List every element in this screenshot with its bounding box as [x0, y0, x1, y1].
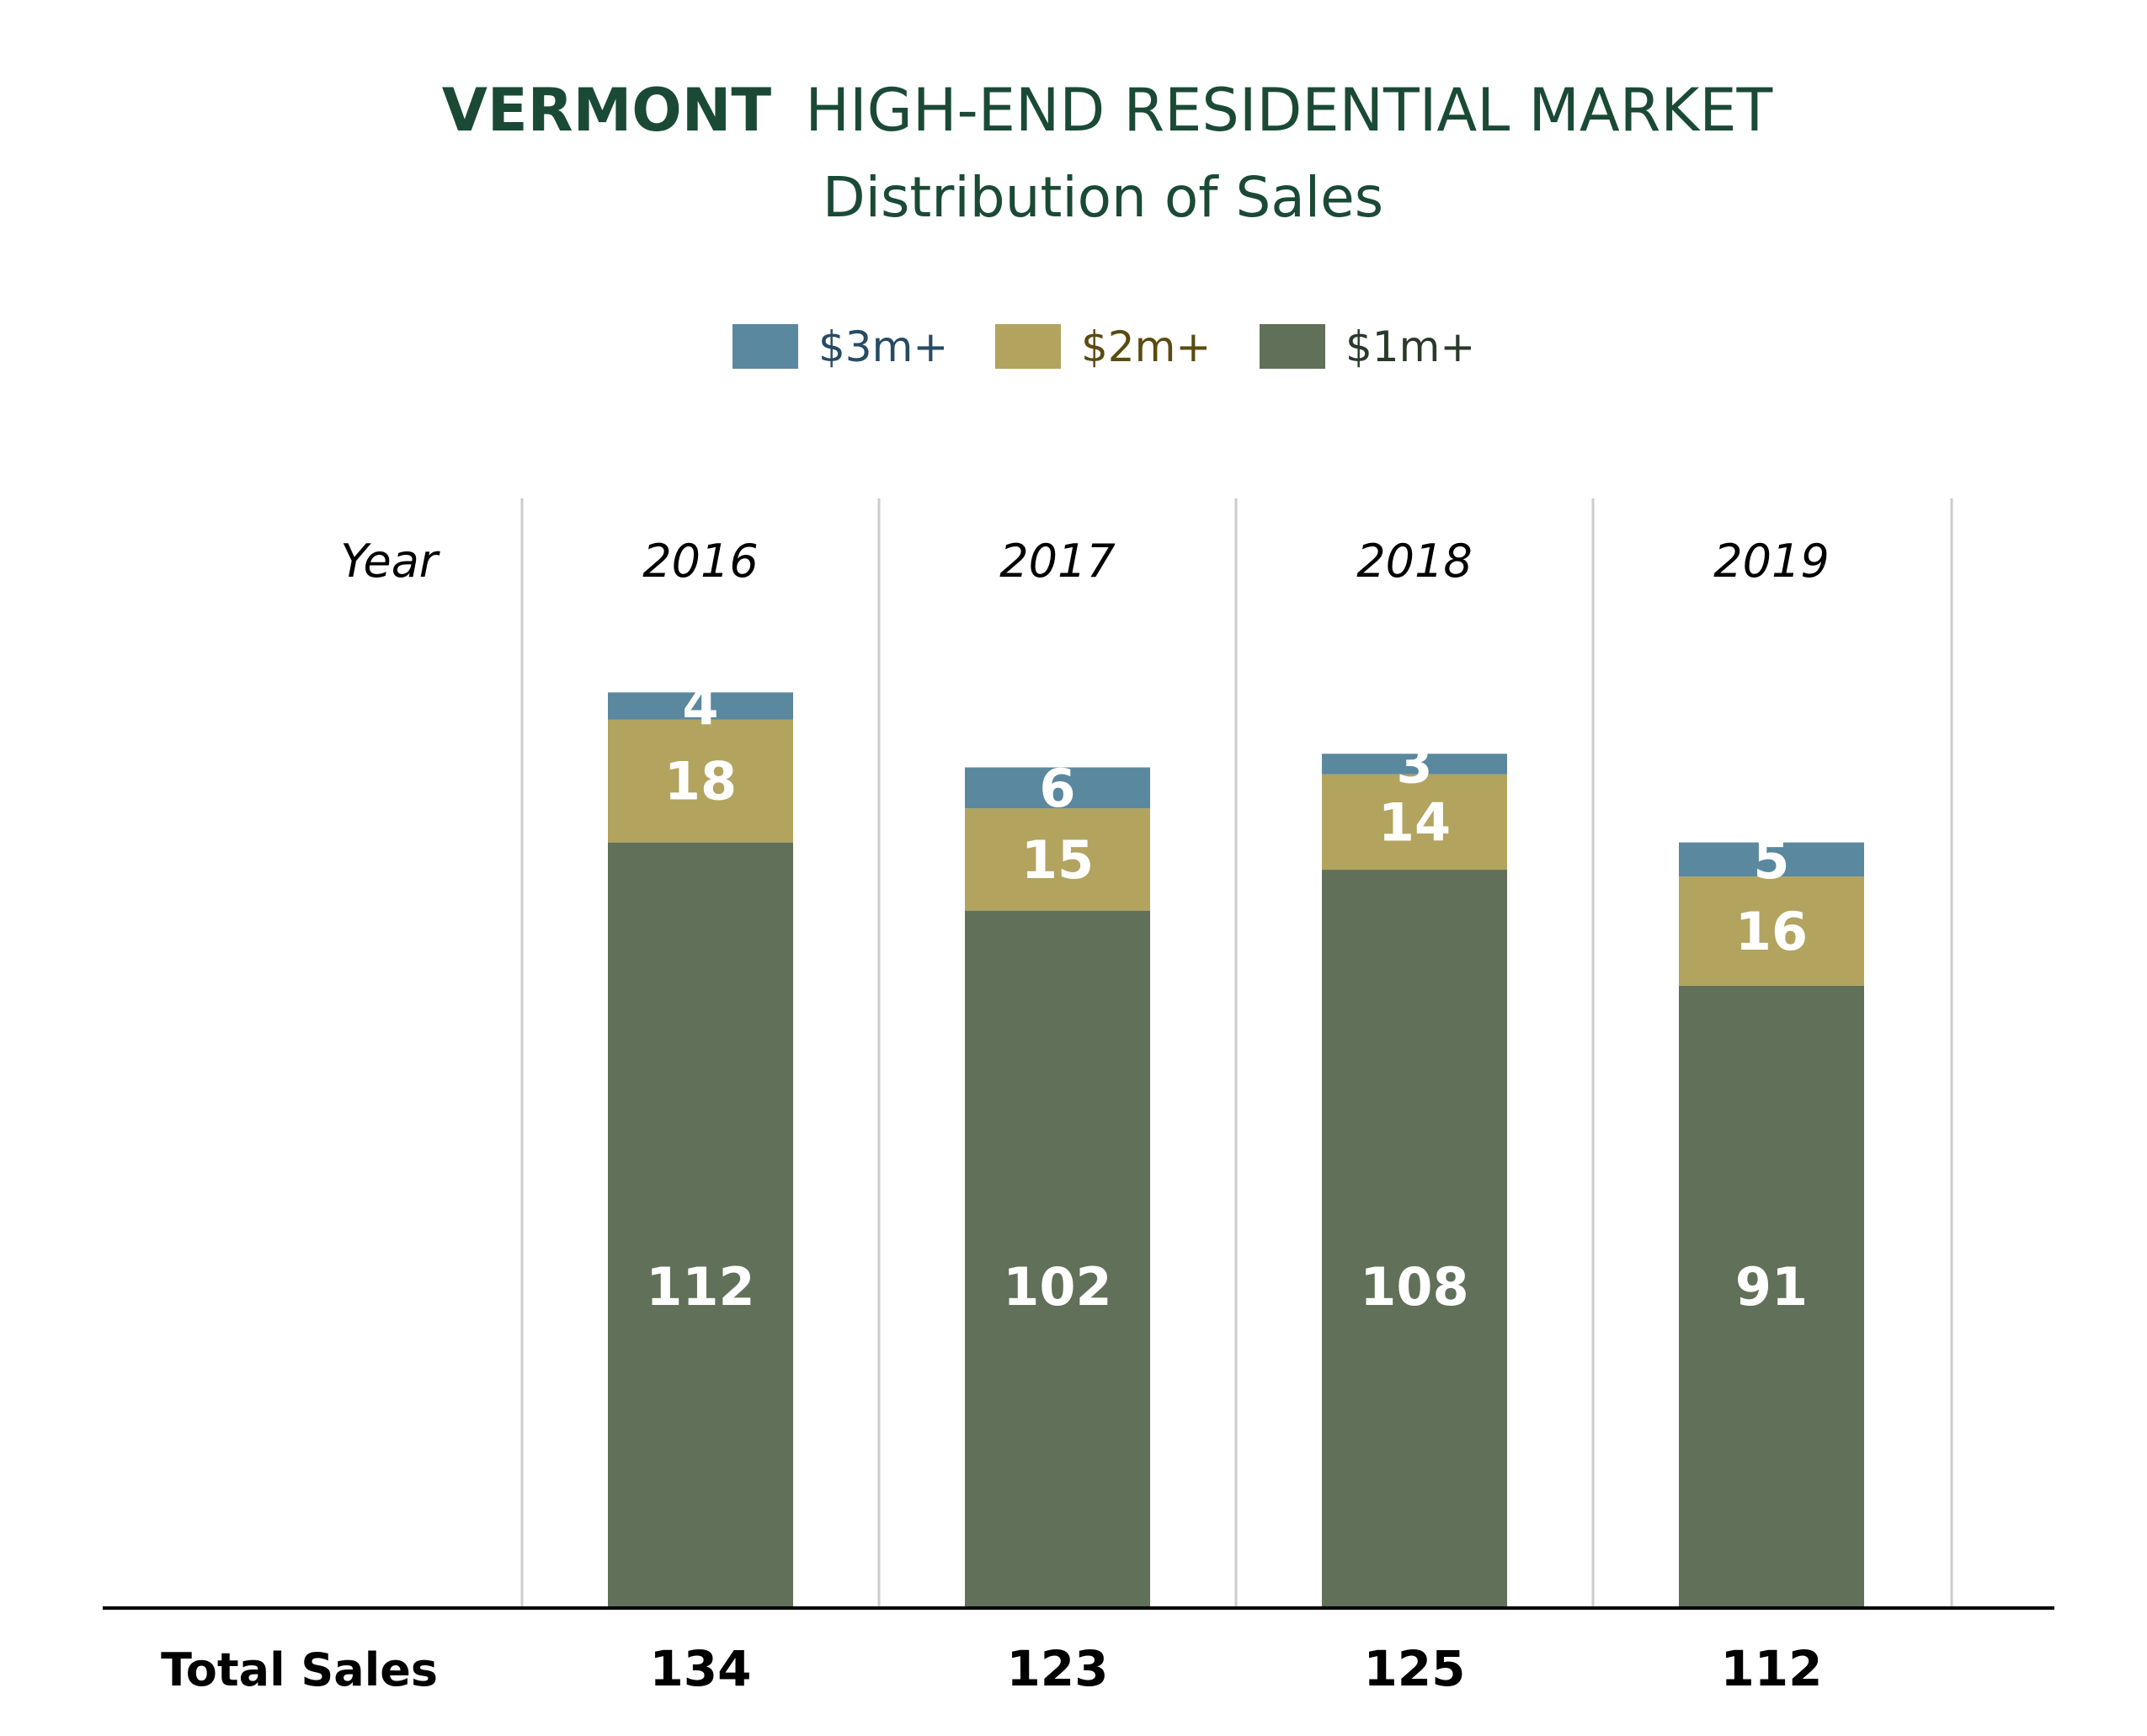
bar-2018-3m	[1322, 754, 1507, 775]
legend-label-2m: $2m+	[1081, 322, 1211, 371]
year-label-2018: 2018	[1356, 535, 1472, 588]
bar-2016-1m	[608, 842, 793, 1606]
total-value-2017: 123	[1006, 1640, 1108, 1697]
bar-value-label-2018-2m: 14	[1378, 791, 1451, 853]
bar-2019-2m	[1679, 876, 1864, 986]
chart-title-rest: HIGH-END RESIDENTIAL MARKET	[805, 76, 1772, 145]
bar-value-label-2018-1m: 108	[1360, 1256, 1468, 1318]
bar-2018-1m	[1322, 870, 1507, 1606]
bar-2017-1m	[965, 910, 1150, 1606]
bar-value-label-2017-1m: 102	[1003, 1256, 1111, 1318]
total-value-2016: 134	[649, 1640, 751, 1697]
bar-2018-2m	[1322, 774, 1507, 871]
bar-value-label-2019-1m: 91	[1735, 1256, 1808, 1318]
legend-label-1m: $1m+	[1345, 322, 1475, 371]
bar-value-label-2016-1m: 112	[646, 1256, 754, 1318]
chart-subtitle: Distribution of Sales	[823, 165, 1383, 230]
year-labels: 2016 2017 2018 2019	[642, 535, 1829, 588]
bar-2016-3m	[608, 692, 793, 720]
chart-title: VERMONT HIGH-END RESIDENTIAL MARKET	[442, 76, 1773, 145]
total-value-2018: 125	[1363, 1640, 1465, 1697]
year-label-2016: 2016	[642, 535, 758, 588]
legend: $3m+ $2m+ $1m+	[733, 322, 1475, 371]
year-header-label: Year	[340, 535, 440, 588]
bars: 112 18 4 102 15 6 108 143 91 16 5	[608, 676, 1864, 1606]
total-sales-label: Total Sales	[161, 1643, 438, 1696]
bar-2017-2m	[965, 808, 1150, 911]
year-label-2017: 2017	[999, 535, 1115, 588]
legend-swatch-2m	[995, 324, 1061, 369]
legend-swatch-3m	[733, 324, 798, 369]
bar-value-label-2017-3m: 6	[1039, 758, 1075, 819]
bar-2016-2m	[608, 719, 793, 843]
bar-value-label-2019-3m: 5	[1753, 829, 1789, 891]
total-value-2019: 112	[1720, 1640, 1822, 1697]
grid-separators	[520, 498, 1953, 1608]
bar-value-label-2016-2m: 18	[664, 751, 737, 812]
chart-title-bold: VERMONT	[442, 76, 772, 145]
bar-2019-1m	[1679, 985, 1864, 1606]
bar-2019-3m	[1679, 842, 1864, 877]
year-label-2019: 2019	[1713, 535, 1829, 588]
bar-2017-3m	[965, 767, 1150, 809]
bar-value-label-2017-2m: 15	[1021, 829, 1094, 891]
legend-label-3m: $3m+	[818, 322, 948, 371]
bar-value-label-2016-3m: 4	[682, 676, 718, 738]
totals-row: 134 123 125 112	[649, 1640, 1822, 1697]
bar-value-label-2019-2m: 16	[1735, 901, 1808, 962]
legend-swatch-1m	[1260, 324, 1325, 369]
bar-value-label-2018-3m: 3	[1396, 733, 1432, 795]
